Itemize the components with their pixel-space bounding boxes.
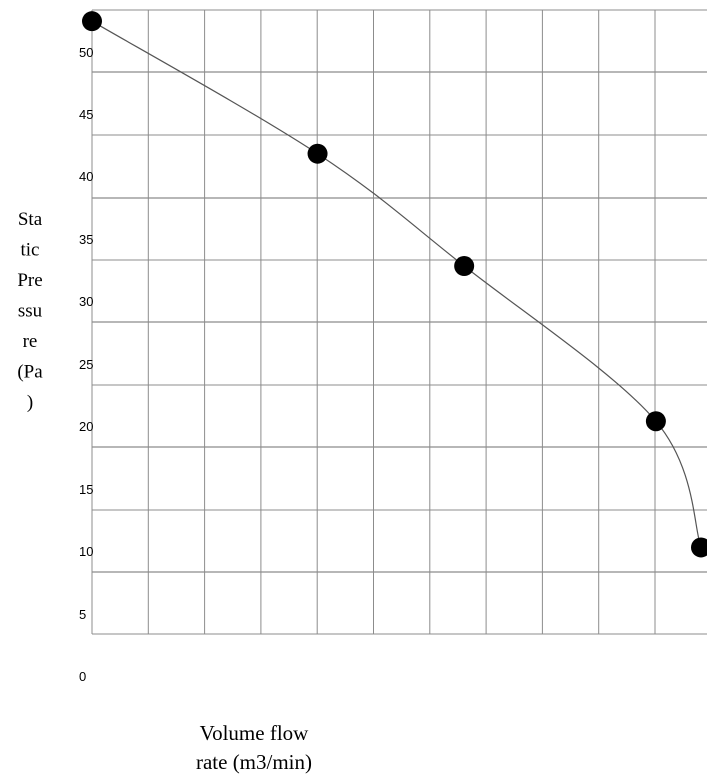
data-points (82, 11, 707, 558)
x-axis-label-line: rate (m3/min) (196, 750, 312, 774)
y-tick-label: 50 (79, 45, 93, 60)
y-tick-label: 5 (79, 607, 86, 622)
y-axis-label-line: re (23, 331, 38, 352)
y-axis-label-line: tic (21, 240, 40, 261)
y-tick-label: 45 (79, 107, 93, 122)
y-tick-label: 35 (79, 232, 93, 247)
x-axis-label-line: Volume flow (200, 721, 310, 745)
y-axis-label-line: Pre (17, 270, 42, 291)
y-axis-label: Sta tic Pre ssu re (Pa) (17, 209, 43, 413)
y-tick-label: 40 (79, 169, 93, 184)
y-tick-labels: 0 5 10 15 20 25 30 35 40 45 50 (79, 45, 93, 684)
grid (91, 9, 707, 635)
y-axis-label-line: Sta (18, 209, 43, 230)
y-axis-label-line: ssu (18, 301, 43, 322)
data-point (454, 256, 475, 277)
y-tick-label: 10 (79, 544, 93, 559)
y-tick-label: 30 (79, 294, 93, 309)
data-point (307, 143, 328, 164)
y-tick-label: 20 (79, 419, 93, 434)
y-axis-label-line: ) (27, 392, 33, 413)
y-tick-label: 15 (79, 482, 93, 497)
y-tick-label: 0 (79, 669, 86, 684)
x-axis-label: Volume flow rate (m3/min) (196, 721, 312, 774)
data-point (645, 411, 666, 432)
y-axis-label-line: (Pa (17, 362, 43, 383)
y-tick-label: 25 (79, 357, 93, 372)
series-line (91, 20, 702, 548)
data-point (691, 537, 707, 558)
data-point (82, 11, 102, 32)
